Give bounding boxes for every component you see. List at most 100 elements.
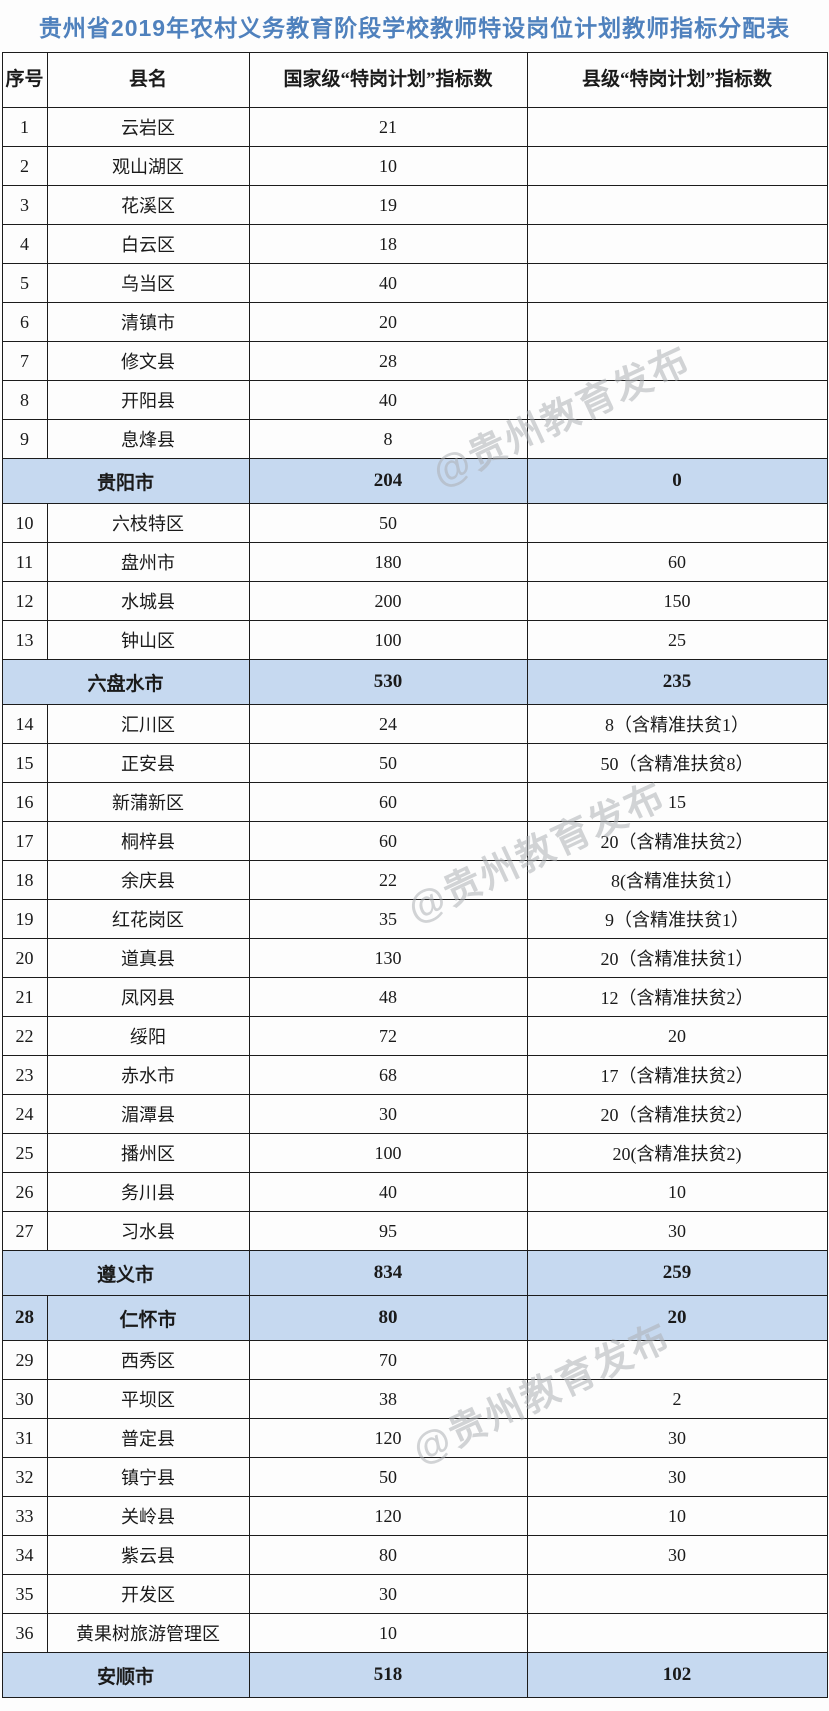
national-quota-cell: 10 (248, 1613, 528, 1653)
county-cell: 绥阳 (46, 1016, 250, 1056)
table-row: 18 余庆县 22 8(含精准扶贫1） (1, 860, 828, 900)
county-cell: 务川县 (46, 1172, 250, 1212)
national-quota-cell: 19 (248, 185, 528, 225)
national-quota-cell: 60 (248, 782, 528, 822)
county-quota-cell: 20 (526, 1016, 828, 1056)
table-row: 28 仁怀市 80 20 (1, 1295, 828, 1341)
county-quota-cell: 20(含精准扶贫2) (526, 1133, 828, 1173)
table-row: 11 盘州市 180 60 (1, 542, 828, 582)
county-quota-cell (526, 107, 828, 147)
county-cell: 红花岗区 (46, 899, 250, 939)
serial-cell: 17 (1, 821, 48, 861)
county-quota-cell: 259 (526, 1250, 828, 1296)
county-quota-cell: 20（含精准扶贫1） (526, 938, 828, 978)
serial-cell: 16 (1, 782, 48, 822)
county-cell: 播州区 (46, 1133, 250, 1173)
table-row: 9 息烽县 8 (1, 419, 828, 459)
county-quota-cell: 10 (526, 1172, 828, 1212)
serial-cell: 24 (1, 1094, 48, 1134)
national-quota-cell: 530 (248, 659, 528, 705)
header-county-level: 县级“特岗计划”指标数 (526, 52, 828, 108)
table-row: 15 正安县 50 50（含精准扶贫8） (1, 743, 828, 783)
county-quota-cell: 8（含精准扶贫1） (526, 704, 828, 744)
national-quota-cell: 18 (248, 224, 528, 264)
table-row: 31 普定县 120 30 (1, 1418, 828, 1458)
header-county: 县名 (46, 52, 250, 108)
serial-cell: 12 (1, 581, 48, 621)
serial-cell: 8 (1, 380, 48, 420)
serial-cell: 32 (1, 1457, 48, 1497)
county-cell: 汇川区 (46, 704, 250, 744)
table-row: 2 观山湖区 10 (1, 146, 828, 186)
county-cell: 仁怀市 (46, 1295, 250, 1341)
table-row: 33 关岭县 120 10 (1, 1496, 828, 1536)
header-national: 国家级“特岗计划”指标数 (248, 52, 528, 108)
table-row: 32 镇宁县 50 30 (1, 1457, 828, 1497)
table-row: 17 桐梓县 60 20（含精准扶贫2） (1, 821, 828, 861)
national-quota-cell: 100 (248, 1133, 528, 1173)
county-cell: 开发区 (46, 1574, 250, 1614)
county-quota-cell: 20 (526, 1295, 828, 1341)
county-cell: 清镇市 (46, 302, 250, 342)
national-quota-cell: 130 (248, 938, 528, 978)
page-title: 贵州省2019年农村义务教育阶段学校教师特设岗位计划教师指标分配表 (38, 15, 791, 41)
national-quota-cell: 22 (248, 860, 528, 900)
table-row: 29 西秀区 70 (1, 1340, 828, 1380)
table-row: 27 习水县 95 30 (1, 1211, 828, 1251)
national-quota-cell: 50 (248, 743, 528, 783)
serial-cell: 23 (1, 1055, 48, 1095)
county-cell: 水城县 (46, 581, 250, 621)
county-quota-cell: 8(含精准扶贫1） (526, 860, 828, 900)
national-quota-cell: 180 (248, 542, 528, 582)
county-quota-cell: 17（含精准扶贫2） (526, 1055, 828, 1095)
table-row: 13 钟山区 100 25 (1, 620, 828, 660)
table-row: 24 湄潭县 30 20（含精准扶贫2） (1, 1094, 828, 1134)
county-quota-cell: 30 (526, 1457, 828, 1497)
national-quota-cell: 21 (248, 107, 528, 147)
county-quota-cell: 30 (526, 1418, 828, 1458)
national-quota-cell: 28 (248, 341, 528, 381)
county-cell: 花溪区 (46, 185, 250, 225)
county-cell: 盘州市 (46, 542, 250, 582)
national-quota-cell: 200 (248, 581, 528, 621)
national-quota-cell: 80 (248, 1295, 528, 1341)
county-quota-cell (526, 1340, 828, 1380)
serial-cell: 31 (1, 1418, 48, 1458)
county-quota-cell: 235 (526, 659, 828, 705)
summary-row: 安顺市 518 102 (1, 1652, 828, 1698)
county-quota-cell: 0 (526, 458, 828, 504)
serial-cell: 7 (1, 341, 48, 381)
county-quota-cell (526, 302, 828, 342)
county-cell: 乌当区 (46, 263, 250, 303)
table-row: 4 白云区 18 (1, 224, 828, 264)
table-row: 25 播州区 100 20(含精准扶贫2) (1, 1133, 828, 1173)
header-row: 序号 县名 国家级“特岗计划”指标数 县级“特岗计划”指标数 (1, 52, 828, 108)
county-quota-cell: 2 (526, 1379, 828, 1419)
county-cell: 桐梓县 (46, 821, 250, 861)
county-cell: 余庆县 (46, 860, 250, 900)
national-quota-cell: 10 (248, 146, 528, 186)
county-quota-cell: 10 (526, 1496, 828, 1536)
national-quota-cell: 35 (248, 899, 528, 939)
county-quota-cell (526, 224, 828, 264)
serial-cell: 28 (1, 1295, 48, 1341)
summary-row: 六盘水市 530 235 (1, 659, 828, 705)
serial-cell: 14 (1, 704, 48, 744)
serial-cell: 33 (1, 1496, 48, 1536)
national-quota-cell: 100 (248, 620, 528, 660)
national-quota-cell: 40 (248, 263, 528, 303)
county-quota-cell: 150 (526, 581, 828, 621)
serial-cell: 1 (1, 107, 48, 147)
serial-cell: 21 (1, 977, 48, 1017)
county-cell: 正安县 (46, 743, 250, 783)
county-quota-cell (526, 380, 828, 420)
serial-cell: 5 (1, 263, 48, 303)
national-quota-cell: 40 (248, 1172, 528, 1212)
serial-cell: 19 (1, 899, 48, 939)
county-cell: 白云区 (46, 224, 250, 264)
national-quota-cell: 24 (248, 704, 528, 744)
serial-cell: 9 (1, 419, 48, 459)
table-row: 22 绥阳 72 20 (1, 1016, 828, 1056)
table-row: 30 平坝区 38 2 (1, 1379, 828, 1419)
